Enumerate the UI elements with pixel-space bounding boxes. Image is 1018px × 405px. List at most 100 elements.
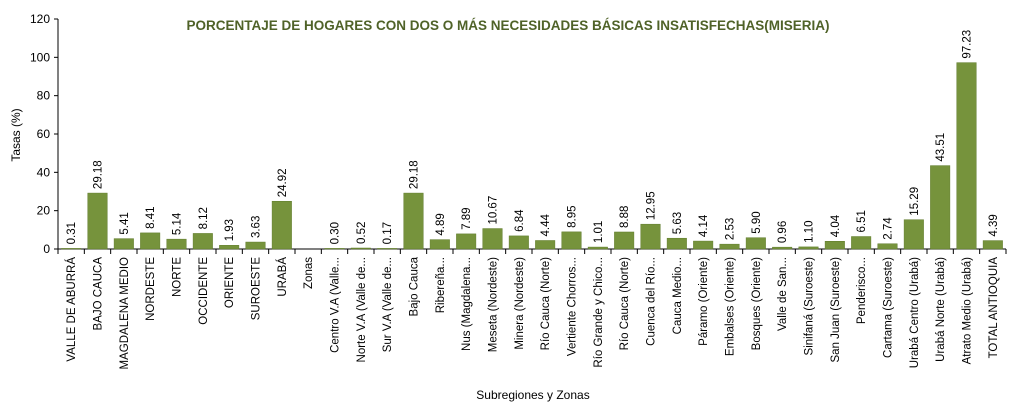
x-tick-label: NORTE <box>172 257 184 297</box>
bar <box>482 228 503 250</box>
x-tick-label: Bajo Cauca <box>409 256 421 316</box>
data-label: 43.51 <box>935 133 947 162</box>
bar <box>745 237 766 250</box>
y-tick-label: 20 <box>37 204 51 218</box>
data-label: 15.29 <box>909 187 921 216</box>
x-tick-label: Zonas <box>303 257 315 289</box>
bar <box>61 248 82 250</box>
y-tick-label: 80 <box>37 89 51 103</box>
bar <box>824 241 845 250</box>
data-label: 1.10 <box>804 221 816 243</box>
data-label: 8.88 <box>619 206 631 228</box>
data-label: 8.41 <box>145 206 157 228</box>
x-tick-label: Sinifaná (Suroeste) <box>804 257 816 356</box>
x-tick-label: Sur V.A (Valle de... <box>382 257 394 352</box>
x-tick-label: Río Cauca (Norte) <box>540 257 552 350</box>
x-tick-label: VALLE DE ABURRÁ <box>65 257 78 362</box>
bar <box>561 231 582 250</box>
x-tick-label: Urabá Centro (Urabá) <box>909 257 921 368</box>
data-label: 24.92 <box>277 168 289 197</box>
chart-title: PORCENTAJE DE HOGARES CON DOS O MÁS NECE… <box>186 18 829 33</box>
x-tick-label: Cuenca del Río... <box>646 257 658 346</box>
bar <box>982 240 1003 250</box>
data-label: 97.23 <box>962 30 974 59</box>
data-label: 10.67 <box>488 196 500 225</box>
bar <box>377 248 398 250</box>
x-tick-label: Centro V.A (Valle... <box>330 257 342 353</box>
data-label: 3.63 <box>251 216 263 238</box>
x-tick-label: Río Cauca (Norte) <box>619 257 631 350</box>
y-tick-label: 60 <box>37 127 51 141</box>
x-tick-label: Atrato Medio (Urabá) <box>962 257 974 365</box>
data-label: 2.74 <box>883 217 895 240</box>
bar <box>719 243 740 250</box>
data-label: 5.90 <box>751 211 763 233</box>
x-tick-label: Cauca Medio... <box>672 257 684 334</box>
x-tick-label: BAJO CAUCA <box>93 257 105 331</box>
data-label: 29.18 <box>409 160 421 189</box>
x-tick-label: OCCIDENTE <box>198 257 210 325</box>
bar <box>851 236 872 250</box>
y-tick-label: 40 <box>37 165 51 179</box>
x-tick-label: Páramo (Oriente) <box>698 257 710 346</box>
data-label: 0.52 <box>356 222 368 244</box>
bar <box>140 232 161 250</box>
bar <box>877 243 898 250</box>
data-label: 0.96 <box>777 221 789 243</box>
plot-area: 0 20 40 60 80 100 120 0.31 VALLE DE ABURRÁ 29.18 B… <box>30 12 1007 369</box>
data-label: 6.84 <box>514 209 526 232</box>
data-label: 1.01 <box>593 221 605 243</box>
data-label: 4.04 <box>830 214 842 237</box>
bar <box>930 165 951 250</box>
bar <box>956 62 977 250</box>
x-axis-label: Subregiones y Zonas <box>476 388 589 402</box>
data-label: 5.14 <box>172 212 184 235</box>
data-label: 2.53 <box>725 218 737 240</box>
data-label: 4.89 <box>435 213 447 235</box>
x-tick-label: Cartama (Suroeste) <box>883 257 895 358</box>
data-label: 29.18 <box>93 160 105 189</box>
bar <box>113 238 134 250</box>
x-tick-label: TOTAL ANTIOQUIA <box>988 257 1000 359</box>
x-tick-label: Río Grande y Chico... <box>593 257 605 368</box>
x-tick-label: Embalses (Oriente) <box>725 257 737 356</box>
bar <box>429 239 450 250</box>
x-tick-label: URABÁ <box>276 257 289 297</box>
data-label: 0.31 <box>66 222 78 244</box>
x-tick-label: Meseta (Nordeste) <box>488 257 500 352</box>
data-label: 5.63 <box>672 212 684 234</box>
bar <box>693 240 714 250</box>
bar <box>535 240 556 250</box>
x-tick-label: Minera (Nordeste) <box>514 257 526 350</box>
bar <box>166 238 187 250</box>
data-label: 0.17 <box>382 222 394 244</box>
x-tick-label: SUROESTE <box>251 257 263 321</box>
data-label: 4.14 <box>698 214 710 237</box>
x-tick-label: NORDESTE <box>145 257 157 321</box>
x-tick-label: Vertiente Chorros... <box>567 257 579 356</box>
bar <box>350 247 371 250</box>
data-label: 0.30 <box>330 222 342 244</box>
x-tick-label: Penderisco... <box>856 257 868 324</box>
data-label: 4.44 <box>540 214 552 237</box>
bar <box>219 245 240 250</box>
data-label: 12.95 <box>646 191 658 220</box>
bar <box>640 223 661 250</box>
bar <box>903 219 924 250</box>
y-axis-label: Tasas (%) <box>9 108 23 161</box>
bar <box>772 246 793 250</box>
x-tick-label: San Juan (Suroeste) <box>830 257 842 363</box>
data-label: 8.95 <box>567 205 579 227</box>
data-label: 5.41 <box>119 212 131 234</box>
data-label: 8.12 <box>198 207 210 229</box>
x-tick-label: Nus (Magdalena... <box>461 257 473 351</box>
bar <box>508 235 529 250</box>
x-tick-label: Ribereña... <box>435 257 447 313</box>
x-tick-label: Valle de San... <box>777 257 789 331</box>
bar <box>271 200 292 250</box>
x-tick-label: Urabá Norte (Urabá) <box>935 257 947 362</box>
bar <box>403 192 424 250</box>
data-label: 4.39 <box>988 214 1000 236</box>
